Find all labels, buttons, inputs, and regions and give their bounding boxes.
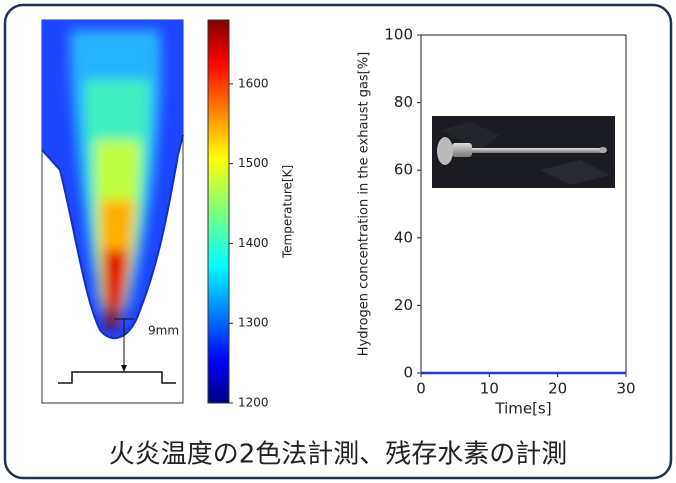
x-tick-label: 0 — [416, 380, 426, 398]
colorbar-tick-label: 1600 — [238, 76, 269, 90]
y-tick-label: 0 — [403, 364, 413, 382]
y-tick-label: 40 — [394, 228, 413, 246]
probe-photo — [432, 116, 615, 188]
y-tick-label: 20 — [394, 296, 413, 314]
x-tick-label: 10 — [480, 380, 499, 398]
colorbar-label: Temperature[K] — [281, 165, 295, 259]
distance-annotation: 9mm — [148, 324, 179, 338]
colorbar-tick-label: 1300 — [238, 316, 269, 330]
x-tick-label: 20 — [548, 380, 567, 398]
colorbar-tick-label: 1400 — [238, 236, 269, 250]
figure: 9mm 火炎温度の2色法計測、残存水素の計測 1200 1300 1400 1500 1… — [0, 0, 676, 483]
x-axis-label: Time[s] — [494, 400, 551, 418]
caption: 火炎温度の2色法計測、残存水素の計測 — [109, 440, 568, 470]
colorbar-tick-label: 1200 — [238, 396, 269, 410]
y-tick-label: 100 — [384, 26, 413, 44]
x-tick-label: 30 — [616, 380, 635, 398]
flame-image: 9mm — [42, 20, 183, 403]
colorbar — [208, 20, 229, 403]
y-axis-label: Hydrogen concentration in the exhaust ga… — [357, 52, 372, 356]
y-tick-label: 80 — [394, 93, 413, 111]
colorbar-tick-label: 1500 — [238, 156, 269, 170]
y-tick-label: 60 — [394, 161, 413, 179]
